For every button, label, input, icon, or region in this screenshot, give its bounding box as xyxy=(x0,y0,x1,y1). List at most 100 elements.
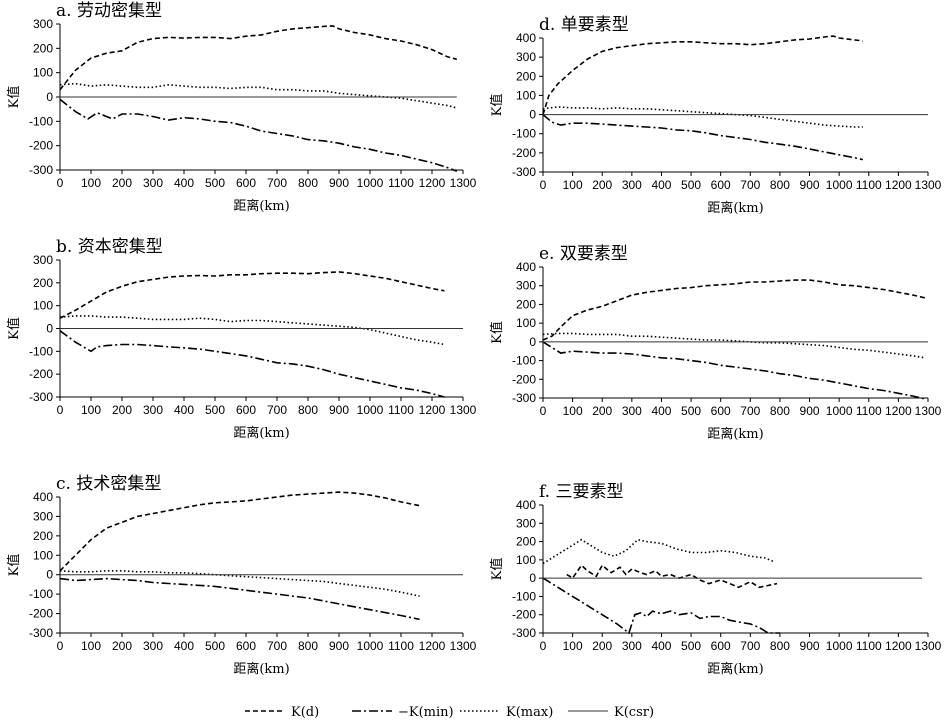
y-tick-label: 300 xyxy=(516,50,536,64)
x-tick-label: 700 xyxy=(740,404,760,418)
y-tick-label: 200 xyxy=(516,69,536,83)
x-tick-label: 1100 xyxy=(856,639,882,653)
x-tick-label: 200 xyxy=(592,404,612,418)
chart-title: e. 双要素型 xyxy=(539,244,628,264)
x-axis-label: 距离(km) xyxy=(707,200,763,216)
x-tick-label: 300 xyxy=(143,176,163,190)
y-tick-label: 0 xyxy=(529,108,536,122)
series-line-kd xyxy=(566,564,778,589)
x-tick-label: 100 xyxy=(563,404,583,418)
x-tick-label: 100 xyxy=(563,178,583,192)
x-tick-label: 0 xyxy=(540,404,547,418)
x-tick-label: 500 xyxy=(205,639,225,653)
series-line-kmax xyxy=(542,106,863,128)
x-tick-label: 0 xyxy=(57,403,64,417)
y-tick-label: -100 xyxy=(29,344,53,358)
legend-label: K(max) xyxy=(506,705,553,720)
y-tick-label: -200 xyxy=(29,607,53,621)
x-tick-label: 800 xyxy=(770,404,790,418)
x-tick-label: 1300 xyxy=(915,639,942,653)
x-tick-label: 1200 xyxy=(419,176,446,190)
series-line-kmin xyxy=(542,113,863,161)
x-axis-label: 距离(km) xyxy=(233,661,289,677)
x-tick-label: 500 xyxy=(681,404,701,418)
x-tick-label: 1000 xyxy=(357,176,384,190)
x-tick-label: 400 xyxy=(651,639,671,653)
series-line-kd xyxy=(542,35,863,115)
y-tick-label: 200 xyxy=(516,535,536,549)
x-tick-label: 800 xyxy=(770,639,790,653)
y-tick-label: 300 xyxy=(33,509,53,523)
x-tick-label: 200 xyxy=(112,403,132,417)
x-tick-label: 300 xyxy=(622,178,642,192)
x-tick-label: 600 xyxy=(236,176,256,190)
y-axis-label: K值 xyxy=(6,554,22,577)
series-line-kmax xyxy=(542,538,775,565)
chart-title: d. 单要素型 xyxy=(539,15,629,35)
y-tick-label: -100 xyxy=(29,114,53,128)
x-tick-label: 1200 xyxy=(419,403,446,417)
x-tick-label: 1200 xyxy=(885,639,912,653)
y-tick-label: -200 xyxy=(512,146,536,160)
x-tick-label: 900 xyxy=(329,176,349,190)
series-line-kd xyxy=(59,25,458,91)
x-tick-label: 1200 xyxy=(419,639,446,653)
y-tick-label: -100 xyxy=(512,127,536,141)
y-tick-label: -300 xyxy=(29,163,53,177)
y-tick-label: 100 xyxy=(33,299,53,313)
x-tick-label: 1100 xyxy=(388,403,414,417)
x-tick-label: 300 xyxy=(622,404,642,418)
x-tick-label: 1000 xyxy=(826,639,853,653)
y-tick-label: 200 xyxy=(33,276,53,290)
y-tick-label: 0 xyxy=(529,571,536,585)
y-tick-label: 0 xyxy=(46,322,53,336)
y-tick-label: -300 xyxy=(512,626,536,640)
y-tick-label: -200 xyxy=(512,372,536,386)
y-tick-label: -200 xyxy=(29,139,53,153)
x-tick-label: 800 xyxy=(298,403,318,417)
series-line-kmin xyxy=(59,577,420,621)
y-tick-label: -100 xyxy=(512,589,536,603)
x-tick-label: 100 xyxy=(81,176,101,190)
y-tick-label: -100 xyxy=(29,587,53,601)
x-tick-label: 700 xyxy=(740,178,760,192)
x-tick-label: 1200 xyxy=(885,404,912,418)
x-tick-label: 1300 xyxy=(915,404,942,418)
y-axis-label: K值 xyxy=(489,558,505,581)
x-tick-label: 700 xyxy=(267,176,287,190)
x-tick-label: 400 xyxy=(174,403,194,417)
y-axis-label: K值 xyxy=(489,94,505,117)
y-tick-label: -100 xyxy=(512,354,536,368)
legend-label: K(d) xyxy=(291,705,319,720)
x-tick-label: 400 xyxy=(651,178,671,192)
x-tick-label: 1300 xyxy=(450,403,477,417)
chart-title: a. 劳动密集型 xyxy=(56,1,162,21)
y-tick-label: 300 xyxy=(33,253,53,267)
x-tick-label: 700 xyxy=(267,639,287,653)
x-tick-label: 800 xyxy=(298,176,318,190)
series-line-kmax xyxy=(59,82,458,109)
y-tick-label: -300 xyxy=(29,390,53,404)
y-tick-label: -200 xyxy=(29,367,53,381)
x-tick-label: 200 xyxy=(592,639,612,653)
series-line-kd xyxy=(542,279,926,341)
x-tick-label: 500 xyxy=(681,639,701,653)
chart-title: c. 技术密集型 xyxy=(56,474,161,494)
x-tick-label: 700 xyxy=(740,639,760,653)
series-line-kmin xyxy=(542,577,780,635)
x-tick-label: 400 xyxy=(174,639,194,653)
chart-title: f. 三要素型 xyxy=(539,482,624,502)
y-axis-label: K值 xyxy=(6,86,22,109)
x-tick-label: 1000 xyxy=(826,404,853,418)
x-tick-label: 500 xyxy=(205,176,225,190)
x-tick-label: 1100 xyxy=(856,178,882,192)
x-tick-label: 100 xyxy=(563,639,583,653)
y-axis-label: K值 xyxy=(489,321,505,344)
y-tick-label: 100 xyxy=(516,316,536,330)
x-tick-label: 500 xyxy=(205,403,225,417)
series-line-kd xyxy=(59,271,445,319)
x-tick-label: 800 xyxy=(770,178,790,192)
x-tick-label: 1200 xyxy=(885,178,912,192)
